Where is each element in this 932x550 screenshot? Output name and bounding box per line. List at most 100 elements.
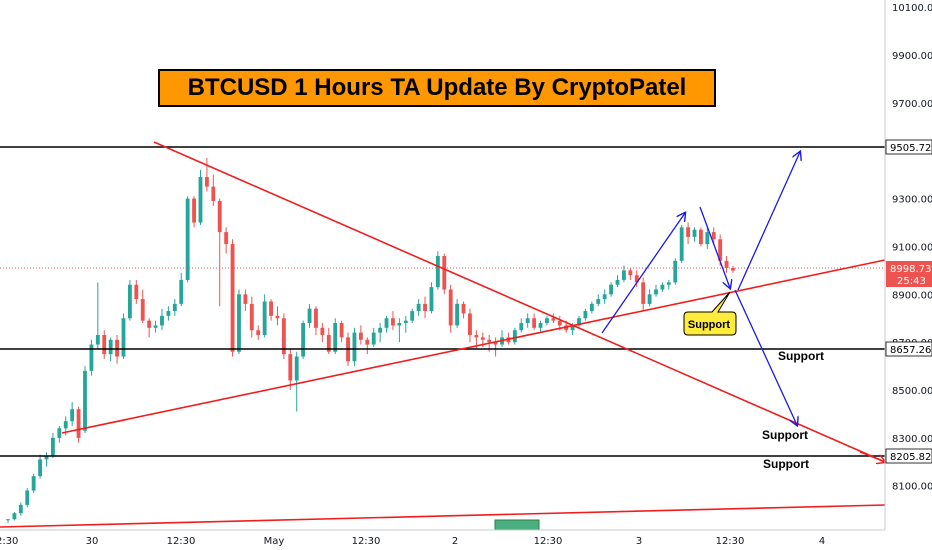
candle[interactable] bbox=[371, 332, 376, 345]
candle[interactable] bbox=[127, 284, 132, 319]
candle[interactable] bbox=[442, 256, 447, 290]
candle[interactable] bbox=[365, 339, 370, 345]
lower-trendline[interactable] bbox=[0, 504, 886, 528]
candle[interactable] bbox=[12, 513, 17, 520]
arrow-up-past[interactable] bbox=[601, 213, 685, 334]
candle[interactable] bbox=[731, 267, 735, 271]
candle[interactable] bbox=[269, 301, 273, 316]
candle[interactable] bbox=[628, 270, 633, 276]
candle[interactable] bbox=[237, 294, 241, 352]
candle[interactable] bbox=[634, 275, 639, 283]
candle[interactable] bbox=[666, 282, 671, 285]
candle[interactable] bbox=[538, 323, 543, 328]
candle[interactable] bbox=[589, 303, 594, 312]
candle[interactable] bbox=[570, 325, 575, 331]
candle[interactable] bbox=[211, 186, 216, 201]
candle[interactable] bbox=[185, 198, 190, 280]
candle[interactable] bbox=[288, 354, 293, 381]
candle[interactable] bbox=[224, 232, 229, 245]
candle[interactable] bbox=[198, 177, 203, 223]
candle[interactable] bbox=[89, 344, 94, 371]
candle[interactable] bbox=[397, 323, 402, 326]
candle[interactable] bbox=[557, 320, 562, 326]
candle[interactable] bbox=[647, 294, 652, 304]
candle[interactable] bbox=[192, 198, 196, 223]
candle[interactable] bbox=[673, 260, 678, 283]
candle[interactable] bbox=[115, 339, 119, 357]
candle[interactable] bbox=[692, 229, 697, 237]
candle[interactable] bbox=[83, 370, 87, 431]
candle[interactable] bbox=[480, 337, 485, 340]
candle[interactable] bbox=[602, 294, 607, 300]
candle[interactable] bbox=[256, 330, 261, 335]
candle[interactable] bbox=[333, 323, 338, 352]
candle[interactable] bbox=[679, 227, 684, 261]
candle[interactable] bbox=[204, 177, 209, 187]
candle[interactable] bbox=[314, 308, 318, 328]
candle[interactable] bbox=[705, 232, 710, 245]
candle[interactable] bbox=[140, 299, 145, 321]
candle[interactable] bbox=[172, 303, 177, 312]
candle[interactable] bbox=[249, 303, 254, 331]
candle[interactable] bbox=[147, 320, 152, 328]
candle[interactable] bbox=[391, 318, 395, 326]
candle[interactable] bbox=[525, 318, 530, 324]
candle[interactable] bbox=[493, 342, 498, 345]
candle[interactable] bbox=[448, 289, 453, 326]
candle[interactable] bbox=[281, 318, 286, 355]
ascending-trendline[interactable] bbox=[61, 259, 886, 434]
arrow-down-past[interactable] bbox=[699, 206, 730, 288]
candle[interactable] bbox=[384, 318, 389, 328]
candle[interactable] bbox=[262, 301, 267, 335]
candle[interactable] bbox=[654, 289, 658, 295]
candle[interactable] bbox=[698, 229, 703, 245]
candle[interactable] bbox=[102, 334, 107, 355]
candle[interactable] bbox=[423, 303, 427, 312]
candle[interactable] bbox=[217, 200, 222, 233]
candle[interactable] bbox=[160, 315, 164, 326]
candle[interactable] bbox=[18, 504, 23, 514]
candle[interactable] bbox=[545, 318, 549, 324]
candle[interactable] bbox=[326, 334, 331, 352]
candle[interactable] bbox=[378, 327, 383, 333]
candle[interactable] bbox=[416, 303, 421, 312]
candle[interactable] bbox=[358, 332, 363, 340]
candle[interactable] bbox=[179, 279, 184, 304]
candle[interactable] bbox=[468, 313, 472, 335]
candle[interactable] bbox=[166, 311, 171, 316]
candle[interactable] bbox=[660, 284, 665, 290]
candle[interactable] bbox=[63, 421, 68, 429]
candle[interactable] bbox=[275, 315, 280, 319]
candle[interactable] bbox=[410, 311, 415, 321]
candle[interactable] bbox=[50, 437, 55, 456]
candle[interactable] bbox=[301, 323, 306, 357]
candle[interactable] bbox=[230, 244, 235, 352]
arrow-bullish-target[interactable] bbox=[737, 152, 800, 291]
candle[interactable] bbox=[474, 334, 479, 338]
candle[interactable] bbox=[307, 308, 312, 324]
candle[interactable] bbox=[641, 282, 646, 304]
candle[interactable] bbox=[686, 227, 691, 237]
candle[interactable] bbox=[615, 279, 620, 285]
candle[interactable] bbox=[57, 428, 62, 438]
candle[interactable] bbox=[121, 318, 126, 357]
candle[interactable] bbox=[487, 339, 492, 343]
candle[interactable] bbox=[339, 323, 344, 338]
candle[interactable] bbox=[6, 519, 10, 521]
candle[interactable] bbox=[243, 294, 248, 304]
candle[interactable] bbox=[551, 318, 556, 321]
candle[interactable] bbox=[153, 325, 158, 328]
candle[interactable] bbox=[532, 318, 537, 328]
candle[interactable] bbox=[429, 287, 434, 312]
candle[interactable] bbox=[512, 330, 517, 343]
candle[interactable] bbox=[622, 270, 626, 280]
candle[interactable] bbox=[108, 339, 113, 355]
candle[interactable] bbox=[70, 409, 75, 422]
candle[interactable] bbox=[724, 260, 729, 268]
time-range-marker[interactable] bbox=[494, 519, 540, 531]
candle[interactable] bbox=[352, 332, 357, 362]
candle[interactable] bbox=[44, 455, 49, 460]
descending-trendline[interactable] bbox=[153, 141, 886, 463]
candle[interactable] bbox=[711, 232, 716, 240]
candle[interactable] bbox=[435, 256, 440, 288]
